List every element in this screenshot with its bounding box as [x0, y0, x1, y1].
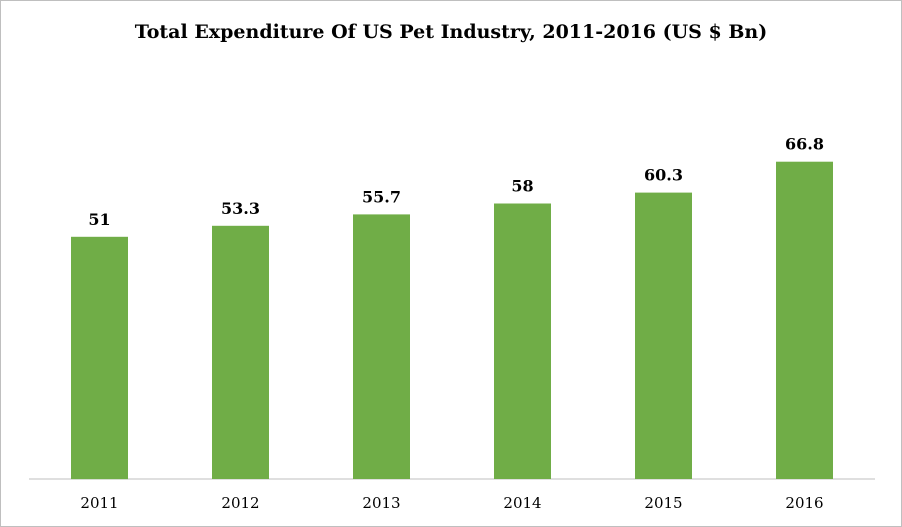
bar-2016	[776, 161, 833, 479]
data-label-2013: 55.7	[362, 187, 401, 206]
bar-2013	[353, 214, 410, 479]
x-tick-label-2013: 2013	[362, 494, 400, 512]
x-tick-label-2016: 2016	[785, 494, 823, 512]
bar-2015	[635, 192, 692, 479]
x-tick-label-2011: 2011	[80, 494, 118, 512]
chart-title: Total Expenditure Of US Pet Industry, 20…	[134, 21, 768, 43]
data-label-2016: 66.8	[785, 135, 824, 154]
x-tick-label-2014: 2014	[503, 494, 541, 512]
bar-2014	[494, 203, 551, 479]
data-label-2015: 60.3	[644, 166, 683, 185]
x-tick-label-2015: 2015	[644, 494, 682, 512]
data-label-2014: 58	[511, 177, 533, 196]
bar-2012	[212, 225, 269, 479]
bar-2011	[71, 236, 128, 480]
data-label-2012: 53.3	[221, 199, 260, 218]
x-tick-label-2012: 2012	[221, 494, 259, 512]
data-label-2011: 51	[88, 210, 110, 229]
